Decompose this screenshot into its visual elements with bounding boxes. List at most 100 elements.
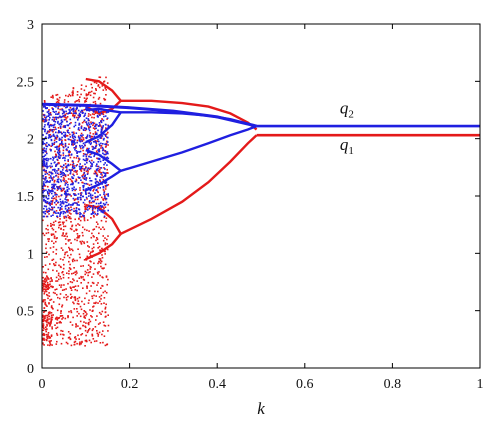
q2-chaos-point — [50, 149, 52, 152]
q1-chaos-point — [89, 309, 91, 311]
q2-chaos-point — [95, 165, 97, 167]
q2-chaos-point — [56, 178, 59, 181]
q2-chaos-point — [44, 173, 47, 175]
q2-chaos-point — [105, 172, 107, 175]
q1-chaos-point — [56, 270, 58, 272]
q2-chaos-point — [91, 165, 93, 167]
q1-chaos-point — [85, 170, 88, 173]
q2-chaos-point — [80, 213, 82, 215]
q1-chaos-point — [88, 168, 91, 171]
q2-chaos-point — [98, 206, 100, 209]
q1-chaos-point — [86, 159, 88, 162]
q1-chaos-point — [97, 282, 99, 284]
q2-chaos-point — [51, 169, 54, 171]
q2-chaos-point — [62, 146, 65, 149]
q1-chaos-point — [96, 332, 99, 335]
q2-chaos-point — [86, 134, 89, 136]
q2-chaos-point — [87, 167, 90, 169]
q1-chaos-point — [107, 184, 110, 186]
q1-chaos-point — [94, 302, 97, 305]
q2-chaos-point — [51, 197, 53, 199]
q1-chaos-point — [86, 153, 88, 156]
q2-chaos-point — [65, 192, 67, 195]
q1-chaos-point — [76, 173, 78, 175]
q1-chaos-point — [83, 216, 86, 219]
q1-chaos-point — [60, 227, 62, 230]
q2-chaos-point — [63, 134, 65, 137]
q2-chaos-point — [96, 169, 98, 171]
q2-chaos-point — [85, 196, 88, 199]
q2-chaos-point — [62, 131, 65, 134]
q1-chaos-point — [93, 294, 95, 297]
q1-chaos-point — [98, 96, 101, 99]
q1-chaos-point — [89, 320, 92, 323]
q1-chaos-point — [97, 333, 100, 336]
q2-chaos-point — [70, 208, 73, 211]
q2-chaos-point — [106, 164, 108, 166]
q1-chaos-point — [82, 324, 84, 327]
q1-chaos-point — [73, 165, 75, 167]
q1-chaos-point — [54, 126, 57, 129]
q2-chaos-point — [77, 150, 79, 153]
q2-chaos-point — [47, 197, 50, 200]
q1-chaos-point — [80, 282, 82, 284]
q2-chaos-point — [104, 162, 106, 164]
q1-chaos-point — [80, 138, 83, 141]
q2-chaos-point — [50, 171, 52, 174]
q2-chaos-point — [54, 187, 56, 190]
q1-chaos-point — [63, 263, 65, 266]
q1-chaos-point — [91, 335, 94, 337]
q2-chaos-point — [52, 184, 55, 187]
q2-chaos-point — [81, 112, 84, 114]
q1-chaos-point — [71, 91, 74, 94]
q1-chaos-point — [42, 314, 44, 317]
q2-chaos-point — [57, 178, 60, 180]
q1-chaos-point — [60, 247, 63, 249]
q1-chaos-point — [44, 288, 46, 290]
q2-chaos-point — [51, 144, 54, 147]
q1-chaos-point — [104, 316, 107, 318]
q1-chaos-point — [86, 255, 89, 258]
q1-chaos-point — [78, 100, 81, 103]
q2-chaos-point — [52, 134, 55, 137]
q2-chaos-point — [86, 169, 89, 171]
q2-chaos-point — [66, 201, 68, 204]
q2-chaos-point — [100, 173, 102, 175]
q2-chaos-point — [65, 169, 67, 172]
q1-chaos-point — [43, 292, 46, 295]
q2-chaos-point — [42, 142, 44, 144]
q2-chaos-point — [74, 148, 76, 151]
q2-chaos-point — [74, 112, 76, 114]
q2-chaos-point — [90, 142, 92, 144]
q2-chaos-point — [90, 188, 92, 191]
q1-chaos-point — [88, 318, 91, 321]
q1-chaos-point — [66, 342, 69, 345]
q1-chaos-point — [96, 284, 98, 286]
q2-chaos-point — [101, 135, 104, 137]
q2-chaos-point — [84, 189, 87, 191]
q1-chaos-point — [82, 139, 85, 141]
q2-chaos-point — [71, 134, 74, 137]
q1-chaos-point — [76, 315, 78, 317]
q2-chaos-point — [45, 181, 47, 184]
q1-chaos-point — [64, 235, 66, 237]
q1-chaos-point — [48, 318, 50, 320]
q2-chaos-point — [50, 173, 53, 175]
q1-chaos-point — [91, 113, 94, 115]
q1-chaos-point — [102, 276, 104, 279]
q2-chaos-point — [53, 191, 56, 194]
q1-chaos-point — [45, 271, 47, 274]
q1-chaos-point — [54, 288, 56, 291]
q1-chaos-point — [95, 89, 97, 91]
q1-chaos-point — [79, 240, 81, 243]
q1-chaos-point — [73, 302, 75, 305]
q2-chaos-point — [63, 173, 65, 175]
q1-chaos-point — [60, 310, 62, 312]
q1-chaos-point — [63, 116, 65, 118]
q2-chaos-point — [99, 176, 102, 179]
q2-chaos-point — [62, 210, 64, 213]
q2-chaos-point — [57, 107, 59, 109]
q2-chaos-point — [65, 194, 68, 197]
q1-chaos-point — [100, 298, 102, 300]
q1-chaos-point — [70, 112, 73, 114]
